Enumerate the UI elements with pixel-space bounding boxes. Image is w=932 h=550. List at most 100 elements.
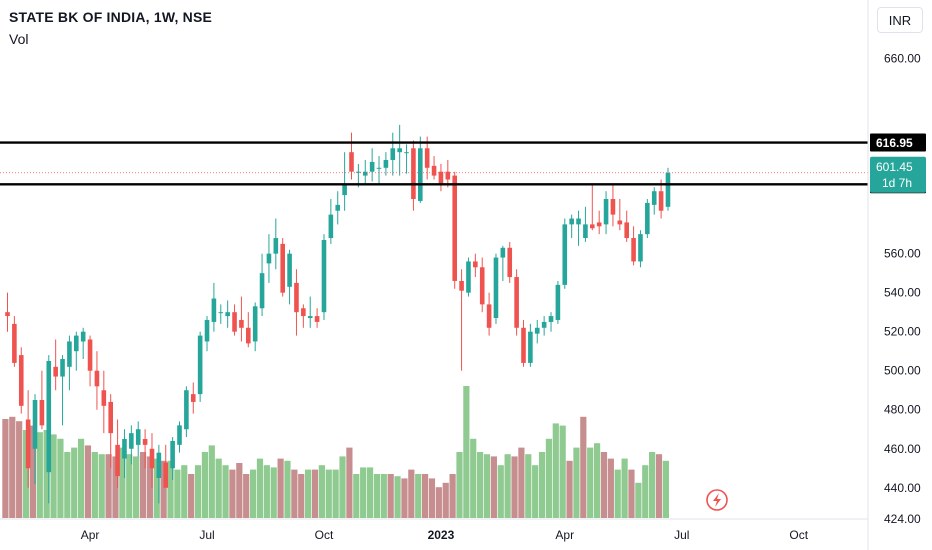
candle-body <box>53 366 58 377</box>
price-tick-label: 460.00 <box>884 442 921 456</box>
candle-body <box>466 261 471 293</box>
volume-bar <box>160 460 167 518</box>
candle <box>486 292 492 336</box>
time-tick-label: Apr <box>81 528 100 542</box>
price-tick-label: 424.00 <box>884 512 921 526</box>
candle <box>583 206 588 242</box>
candle-body <box>376 167 382 169</box>
svg-text:601.45: 601.45 <box>876 160 913 174</box>
volume-bar <box>463 386 470 518</box>
lightning-icon[interactable] <box>706 489 728 511</box>
candle-body <box>328 214 334 239</box>
candle <box>562 218 568 289</box>
candle <box>362 159 368 186</box>
volume-bar <box>525 454 532 518</box>
volume-bar <box>401 478 408 518</box>
candle-body <box>411 148 416 200</box>
candle-body <box>142 439 148 445</box>
candle <box>190 382 196 414</box>
volume-bar <box>9 416 16 518</box>
volume-bar <box>360 467 367 518</box>
volume-bar <box>305 469 312 518</box>
candle <box>610 185 616 227</box>
candle <box>328 199 334 244</box>
candle-body <box>32 399 38 449</box>
candle-body <box>170 440 175 469</box>
candle <box>94 351 100 410</box>
candle <box>301 304 306 328</box>
candle <box>39 370 45 430</box>
candle <box>335 191 341 225</box>
candle-body <box>280 243 285 293</box>
candle <box>280 238 285 297</box>
candle <box>314 308 320 328</box>
volume-bar <box>2 419 9 518</box>
candle <box>658 179 664 219</box>
candle <box>500 245 506 281</box>
candle-body <box>349 152 354 172</box>
candle <box>87 335 93 387</box>
volume-bar <box>167 460 174 518</box>
volume-bar <box>373 474 381 518</box>
volume-bar <box>504 454 511 518</box>
volume-bar <box>628 469 635 518</box>
candle-body <box>266 253 272 264</box>
volume-bar <box>215 458 222 518</box>
price-axis[interactable]: 660.00 560.00 540.00 520.00 500.00 480.00 460.… <box>884 52 921 526</box>
candle <box>252 302 258 352</box>
volume-bar <box>318 465 325 518</box>
candle-body <box>342 185 347 196</box>
candle <box>149 433 155 488</box>
candle <box>514 269 519 336</box>
candle <box>163 444 169 488</box>
volume-bar <box>600 452 608 518</box>
volume-bar <box>201 452 209 518</box>
candle-body <box>163 462 169 488</box>
volume-bar <box>394 476 401 518</box>
candle-body <box>431 165 437 176</box>
candle-body <box>177 425 182 445</box>
volume-bar <box>174 469 181 518</box>
volume-bar <box>449 474 456 518</box>
candle <box>418 136 423 203</box>
candle-body <box>301 308 306 317</box>
candle-body <box>596 222 602 227</box>
candle <box>548 312 554 332</box>
volume-bar <box>298 474 305 518</box>
price-tick-label: 560.00 <box>884 247 921 261</box>
currency-button[interactable]: INR <box>877 7 923 33</box>
candle-body <box>314 316 320 322</box>
candle <box>135 421 141 457</box>
candle <box>507 241 513 283</box>
volume-bar <box>421 474 429 518</box>
candle-body <box>486 304 492 328</box>
chart-title: STATE BK OF INDIA, 1W, NSE <box>9 9 213 25</box>
candle-body <box>197 335 203 395</box>
candle <box>287 249 292 305</box>
time-tick-label: Oct <box>315 528 334 542</box>
candle-body <box>156 452 162 479</box>
time-axis[interactable]: Apr Jul Oct 2023 Apr Jul Oct <box>81 528 809 542</box>
volume-bar <box>497 465 504 518</box>
volume-bar <box>119 447 126 518</box>
volume-bar <box>291 469 298 518</box>
candle-body <box>507 247 513 278</box>
time-tick-label: Jul <box>199 528 214 542</box>
volume-bar <box>428 478 436 518</box>
candle <box>369 148 375 182</box>
candle <box>452 171 457 289</box>
volume-bar <box>490 456 497 518</box>
candle-body <box>25 419 31 469</box>
volume-bar <box>222 465 229 518</box>
candle-body <box>204 319 210 342</box>
volume-bar <box>325 469 332 518</box>
candle <box>397 124 402 176</box>
candle-body <box>232 312 237 332</box>
candle <box>18 347 24 414</box>
price-tick-label: 500.00 <box>884 364 921 378</box>
volume-bar <box>442 482 449 518</box>
candle-body <box>452 175 457 281</box>
volume-bar <box>84 445 92 518</box>
candle-body <box>122 439 127 459</box>
